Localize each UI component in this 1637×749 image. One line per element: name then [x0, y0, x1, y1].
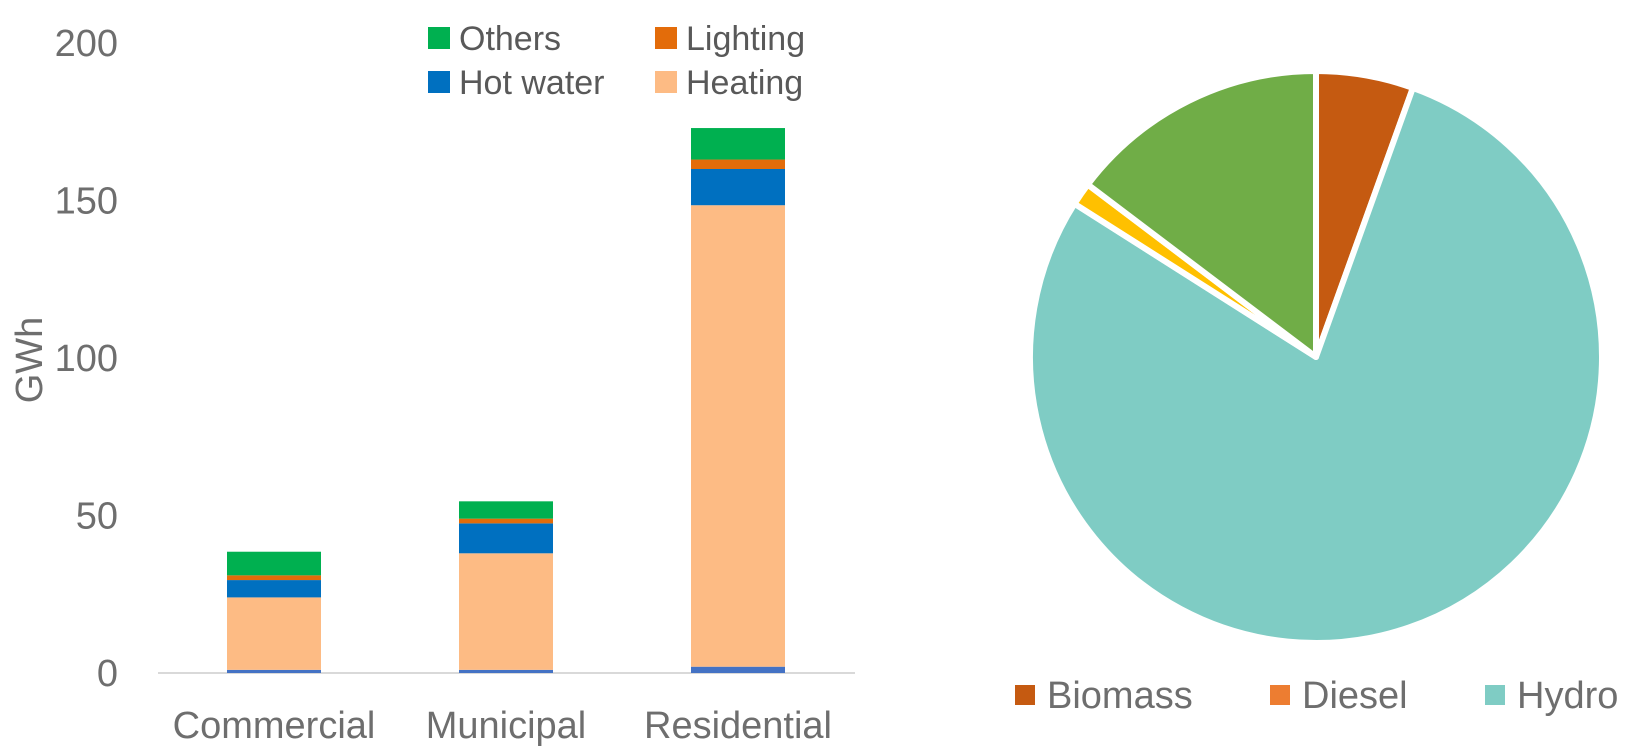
bar-commercial-lighting: [227, 575, 321, 581]
pie-slice-unlabeled-3: [1084, 68, 1319, 360]
bar-municipal-hot-water: [459, 523, 553, 554]
legend-label-heating: Heating: [686, 64, 803, 102]
bar-residential-hot-water: [691, 169, 785, 206]
pie-legend-swatch-hydro: [1485, 685, 1505, 705]
legend-swatch-heating: [655, 71, 677, 93]
y-axis-ticks: 0 50 100 150 200: [55, 23, 118, 695]
pie-legend-label-biomass: Biomass: [1047, 675, 1193, 717]
bar-commercial-hot-water: [227, 580, 321, 598]
y-tick-0: 0: [97, 653, 118, 695]
stacked-bar-chart: GWh 0 50 100 150 200 Commercial Municipal Resi…: [9, 20, 855, 747]
legend-label-lighting: Lighting: [686, 20, 805, 58]
x-tick-municipal: Municipal: [426, 705, 587, 747]
pie-legend-label-hydro: Hydro: [1517, 675, 1618, 717]
pie-slice-hydro: [1027, 84, 1605, 646]
bar-legend: Others Lighting Hot water Heating: [428, 20, 805, 102]
legend-swatch-hot-water: [428, 71, 450, 93]
legend-label-hot-water: Hot water: [459, 64, 605, 102]
legend-label-others: Others: [459, 20, 561, 58]
legend-swatch-lighting: [655, 27, 677, 49]
bar-municipal-others: [459, 501, 553, 519]
pie-chart: Biomass Diesel Hydro: [1015, 68, 1618, 717]
pie-legend: Biomass Diesel Hydro: [1015, 675, 1618, 717]
pie-legend-swatch-diesel: [1270, 685, 1290, 705]
y-axis-label: GWh: [9, 317, 51, 404]
bar-segments: [227, 128, 785, 673]
bar-residential-lighting: [691, 159, 785, 169]
bar-commercial-base: [227, 669, 321, 673]
pie-legend-swatch-biomass: [1015, 685, 1035, 705]
x-tick-commercial: Commercial: [173, 705, 376, 747]
pie-legend-item-hydro: Hydro: [1485, 675, 1618, 717]
x-tick-residential: Residential: [644, 705, 832, 747]
pie-legend-item-biomass: Biomass: [1015, 675, 1193, 717]
pie-legend-item-diesel: Diesel: [1270, 675, 1408, 717]
x-axis-categories: Commercial Municipal Residential: [173, 705, 832, 747]
bar-municipal-heating: [459, 553, 553, 670]
bar-municipal-lighting: [459, 518, 553, 524]
pie-legend-label-diesel: Diesel: [1302, 675, 1408, 717]
bar-commercial-others: [227, 551, 321, 576]
bar-residential-others: [691, 128, 785, 160]
legend-swatch-others: [428, 27, 450, 49]
y-tick-150: 150: [55, 181, 118, 223]
pie-slices: [1027, 68, 1605, 646]
y-tick-50: 50: [76, 496, 118, 538]
bar-residential-heating: [691, 205, 785, 667]
legend-item-hot-water: Hot water: [428, 64, 605, 102]
legend-item-others: Others: [428, 20, 561, 58]
bar-commercial-heating: [227, 597, 321, 670]
y-tick-200: 200: [55, 23, 118, 65]
bar-municipal-base: [459, 669, 553, 673]
legend-item-heating: Heating: [655, 64, 803, 102]
legend-item-lighting: Lighting: [655, 20, 805, 58]
y-tick-100: 100: [55, 338, 118, 380]
bar-residential-base: [691, 666, 785, 673]
